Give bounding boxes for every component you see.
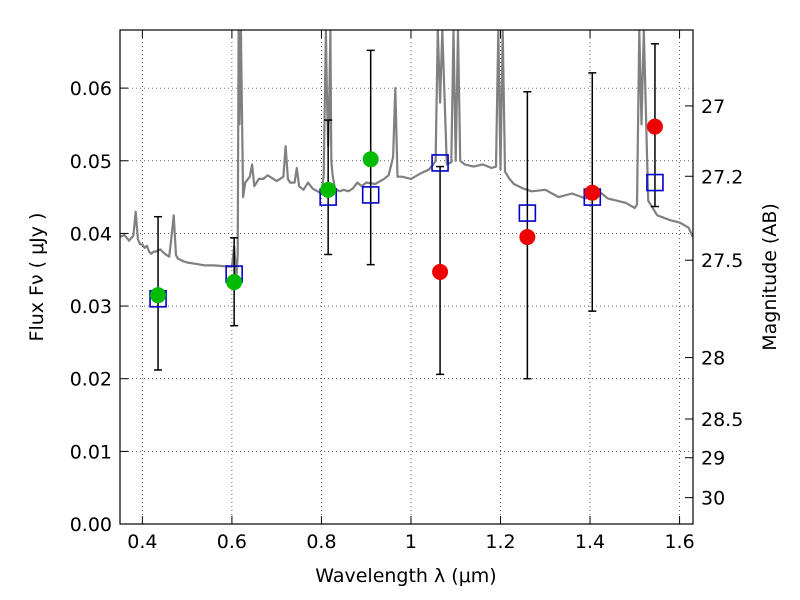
green-point <box>226 274 243 291</box>
y2-tick-label: 27.2 <box>701 166 743 188</box>
green-point <box>362 151 379 168</box>
square-marker <box>361 186 380 204</box>
data-markers <box>149 118 664 308</box>
x-tick-label: 0.8 <box>306 531 336 553</box>
square-marker <box>431 154 449 172</box>
y2-axis-title: Magnitude (AB) <box>759 203 781 351</box>
tick-labels: 0.4 0.6 0.8 1 1.2 1.4 1.6 0.00 0.01 0.02 0.03 0.04 0… <box>70 78 744 553</box>
green-point <box>320 181 337 198</box>
square-marker <box>646 173 664 192</box>
y-tick-label: 0.02 <box>70 369 112 391</box>
red-point <box>584 184 601 201</box>
y-tick-label: 0.03 <box>70 296 112 318</box>
y2-tick-label: 28.5 <box>701 409 743 431</box>
y-tick-label: 0.00 <box>70 514 112 536</box>
y2-tick-label: 27.5 <box>701 250 743 272</box>
red-point <box>432 263 449 280</box>
y-axis-title: Flux Fν ( μJy ) <box>26 213 48 342</box>
plot-area <box>120 30 693 524</box>
square-marker <box>518 204 537 222</box>
y-tick-label: 0.06 <box>70 78 112 100</box>
axis-ticks <box>120 30 693 525</box>
y-tick-label: 0.04 <box>70 223 112 245</box>
x-tick-label: 0.4 <box>127 531 157 553</box>
plot-frame <box>119 29 694 525</box>
x-axis-title: Wavelength λ (μm) <box>315 565 496 587</box>
x-tick-label: 0.6 <box>217 531 247 553</box>
x-tick-label: 1.4 <box>575 531 605 553</box>
x-tick-label: 1.2 <box>485 531 515 553</box>
y2-tick-label: 29 <box>701 448 725 470</box>
red-point <box>646 118 663 135</box>
red-point <box>519 229 536 246</box>
y2-tick-label: 28 <box>701 348 725 370</box>
y2-tick-label: 27 <box>701 96 725 118</box>
x-tick-label: 1 <box>405 531 417 553</box>
green-point <box>150 287 167 304</box>
y-tick-label: 0.05 <box>70 151 112 173</box>
y2-tick-label: 30 <box>701 488 725 510</box>
x-tick-label: 1.6 <box>664 531 694 553</box>
y-tick-label: 0.01 <box>70 441 112 463</box>
